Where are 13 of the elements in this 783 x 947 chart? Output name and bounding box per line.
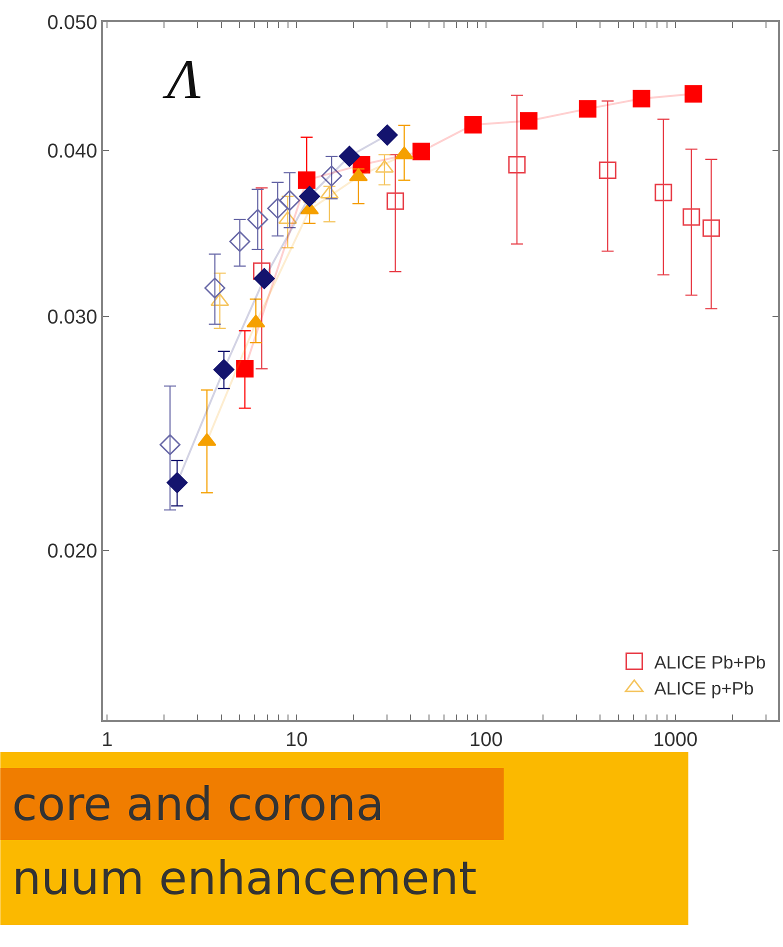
x-tick-label: 100 (469, 728, 503, 751)
text: core and corona (12, 777, 384, 831)
y-tick-label: 0.030 (47, 306, 98, 329)
x-tick-label: 1 (102, 728, 113, 751)
legend-label: ALICE p+Pb (654, 678, 754, 699)
y-tick-label: 0.040 (47, 140, 98, 163)
x-tick-label: 10 (285, 728, 308, 751)
annotation: Λ (162, 49, 201, 111)
legend-label: ALICE Pb+Pb (654, 652, 766, 672)
text: nuum enhancement (12, 851, 477, 905)
x-tick-label: 1000 (653, 728, 698, 751)
y-tick-label: 0.050 (47, 12, 98, 34)
y-tick-label: 0.020 (47, 540, 98, 562)
